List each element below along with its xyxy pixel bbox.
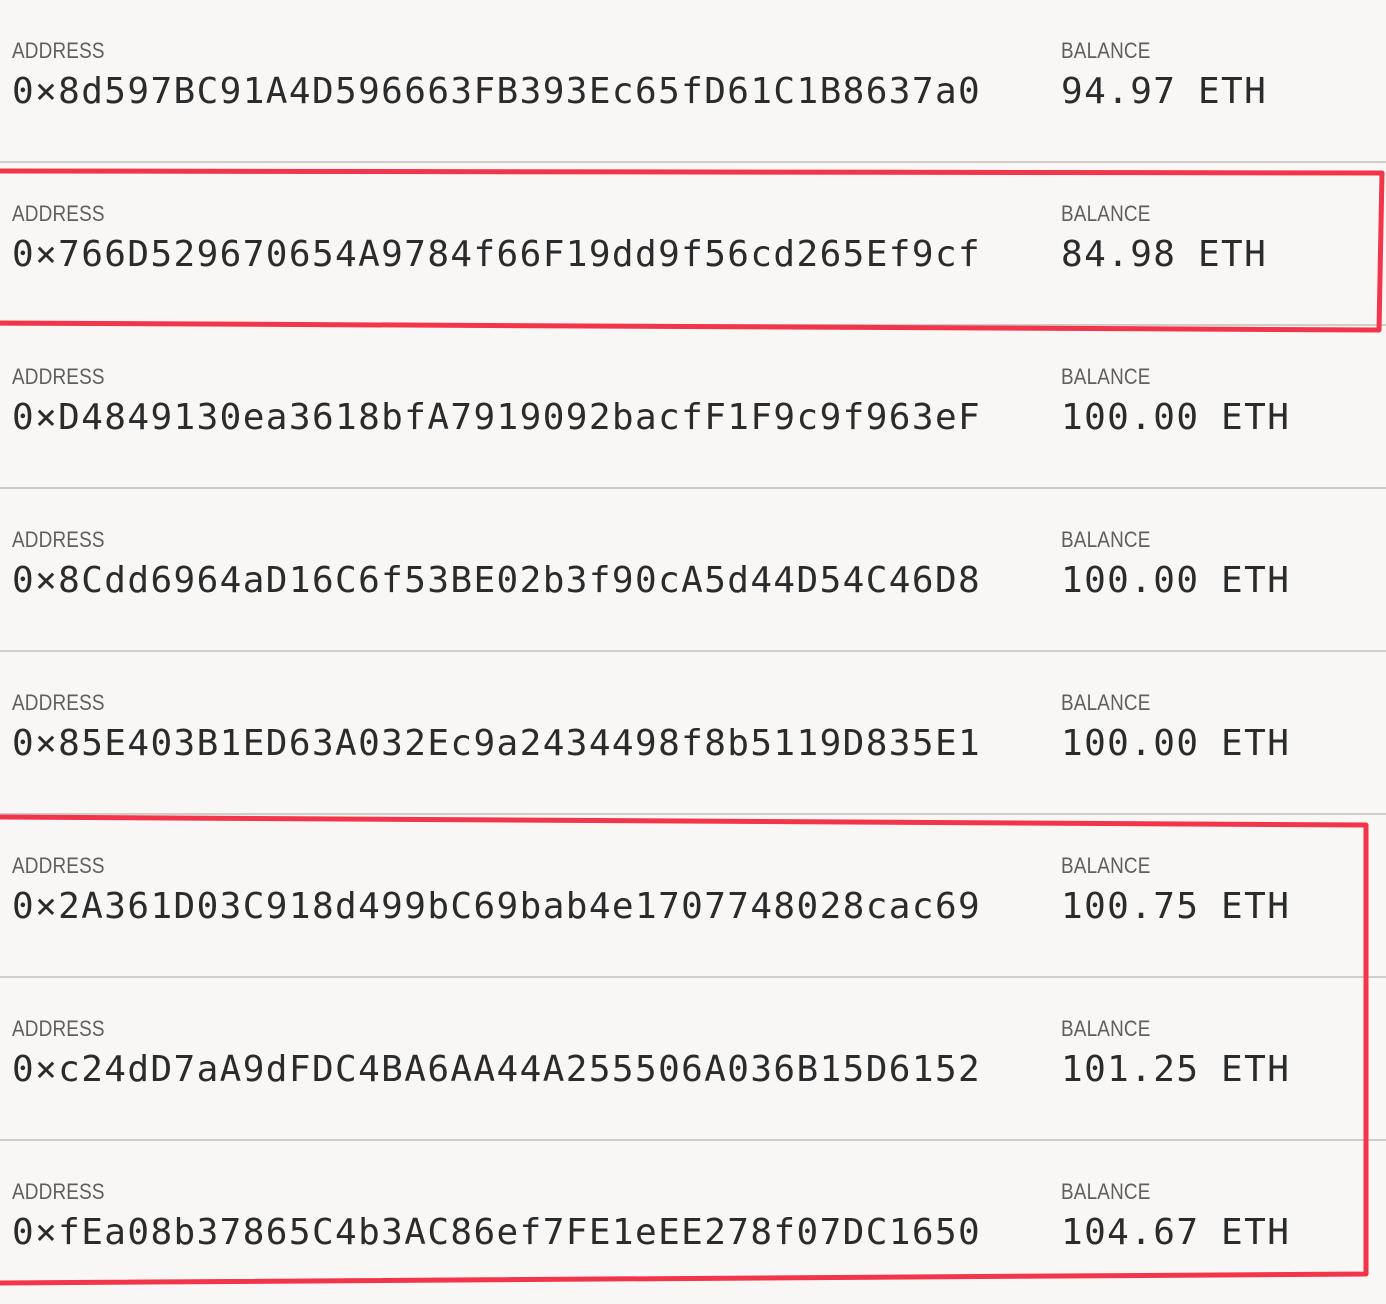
balance-value: 101.25 ETH (1061, 1048, 1290, 1092)
balance-unit: ETH (1221, 1049, 1291, 1090)
address-value: 0×fEa08b37865C4b3AC86ef7FE1eEE278f07DC16… (12, 1212, 982, 1253)
balance-value: 100.00 ETH (1061, 559, 1290, 603)
account-row[interactable]: ADDRESS 0×2A361D03C918d499bC69bab4e17077… (0, 815, 1386, 978)
address-column: ADDRESS 0×2A361D03C918d499bC69bab4e17077… (12, 853, 981, 929)
balance-value: 100.00 ETH (1061, 722, 1290, 766)
address-value: 0×766D529670654A9784f66F19dd9f56cd265Ef9… (12, 234, 982, 275)
balance-amount: 101.25 (1061, 1049, 1200, 1090)
balance-value: 84.98 ETH (1061, 233, 1267, 277)
balance-column: BALANCE 94.97 ETH (1061, 38, 1267, 114)
balance-amount: 84.98 (1061, 234, 1177, 275)
balance-value: 100.00 ETH (1061, 396, 1290, 440)
balance-column: BALANCE 100.75 ETH (1061, 853, 1290, 929)
account-row[interactable]: ADDRESS 0×D4849130ea3618bfA7919092bacfF1… (0, 326, 1386, 489)
address-value: 0×8d597BC91A4D596663FB393Ec65fD61C1B8637… (12, 71, 982, 112)
balance-unit: ETH (1221, 1212, 1291, 1253)
balance-label: BALANCE (1061, 527, 1151, 552)
address-label: ADDRESS (12, 853, 105, 878)
address-label: ADDRESS (12, 527, 105, 552)
address-label: ADDRESS (12, 38, 105, 63)
address-value: 0×D4849130ea3618bfA7919092bacfF1F9c9f963… (12, 397, 982, 438)
address-value: 0×c24dD7aA9dFDC4BA6AA44A255506A036B15D61… (12, 1049, 982, 1090)
balance-unit: ETH (1197, 71, 1268, 112)
address-column: ADDRESS 0×8d597BC91A4D596663FB393Ec65fD6… (12, 38, 981, 114)
address-column: ADDRESS 0×D4849130ea3618bfA7919092bacfF1… (12, 364, 981, 440)
address-column: ADDRESS 0×c24dD7aA9dFDC4BA6AA44A255506A0… (12, 1016, 981, 1092)
balance-column: BALANCE 101.25 ETH (1061, 1016, 1290, 1092)
balance-label: BALANCE (1061, 1016, 1151, 1041)
balance-column: BALANCE 104.67 ETH (1061, 1179, 1290, 1255)
address-label: ADDRESS (12, 201, 105, 226)
balance-amount: 104.67 (1061, 1212, 1200, 1253)
balance-label: BALANCE (1061, 853, 1151, 878)
balance-label: BALANCE (1061, 364, 1151, 389)
balance-column: BALANCE 84.98 ETH (1061, 201, 1267, 277)
address-value: 0×2A361D03C918d499bC69bab4e1707748028cac… (12, 886, 982, 927)
balance-label: BALANCE (1061, 38, 1151, 63)
balance-value: 104.67 ETH (1061, 1211, 1290, 1255)
address-label: ADDRESS (12, 364, 105, 389)
balance-unit: ETH (1221, 397, 1291, 438)
balance-label: BALANCE (1061, 690, 1151, 715)
balance-column: BALANCE 100.00 ETH (1061, 527, 1290, 603)
account-row[interactable]: ADDRESS 0×8d597BC91A4D596663FB393Ec65fD6… (0, 0, 1386, 163)
address-column: ADDRESS 0×766D529670654A9784f66F19dd9f56… (12, 201, 981, 277)
balance-unit: ETH (1197, 234, 1268, 275)
balance-amount: 100.75 (1061, 886, 1200, 927)
balance-label: BALANCE (1061, 201, 1151, 226)
account-row[interactable]: ADDRESS 0×fEa08b37865C4b3AC86ef7FE1eEE27… (0, 1141, 1386, 1304)
balance-unit: ETH (1221, 560, 1291, 601)
address-column: ADDRESS 0×85E403B1ED63A032Ec9a2434498f8b… (12, 690, 981, 766)
account-row[interactable]: ADDRESS 0×85E403B1ED63A032Ec9a2434498f8b… (0, 652, 1386, 815)
balance-value: 100.75 ETH (1061, 885, 1290, 929)
address-label: ADDRESS (12, 1179, 105, 1204)
address-label: ADDRESS (12, 1016, 105, 1041)
balance-unit: ETH (1221, 723, 1291, 764)
address-label: ADDRESS (12, 690, 105, 715)
address-value: 0×8Cdd6964aD16C6f53BE02b3f90cA5d44D54C46… (12, 560, 982, 601)
balance-amount: 100.00 (1061, 560, 1200, 601)
balance-amount: 100.00 (1061, 397, 1200, 438)
address-value: 0×85E403B1ED63A032Ec9a2434498f8b5119D835… (12, 723, 982, 764)
account-row[interactable]: ADDRESS 0×8Cdd6964aD16C6f53BE02b3f90cA5d… (0, 489, 1386, 652)
account-row[interactable]: ADDRESS 0×c24dD7aA9dFDC4BA6AA44A255506A0… (0, 978, 1386, 1141)
balance-unit: ETH (1221, 886, 1291, 927)
balance-column: BALANCE 100.00 ETH (1061, 690, 1290, 766)
address-column: ADDRESS 0×8Cdd6964aD16C6f53BE02b3f90cA5d… (12, 527, 981, 603)
balance-label: BALANCE (1061, 1179, 1151, 1204)
balance-value: 94.97 ETH (1061, 70, 1267, 114)
balance-amount: 94.97 (1061, 71, 1177, 112)
balance-column: BALANCE 100.00 ETH (1061, 364, 1290, 440)
address-column: ADDRESS 0×fEa08b37865C4b3AC86ef7FE1eEE27… (12, 1179, 981, 1255)
account-row[interactable]: ADDRESS 0×766D529670654A9784f66F19dd9f56… (0, 163, 1386, 326)
balance-amount: 100.00 (1061, 723, 1200, 764)
